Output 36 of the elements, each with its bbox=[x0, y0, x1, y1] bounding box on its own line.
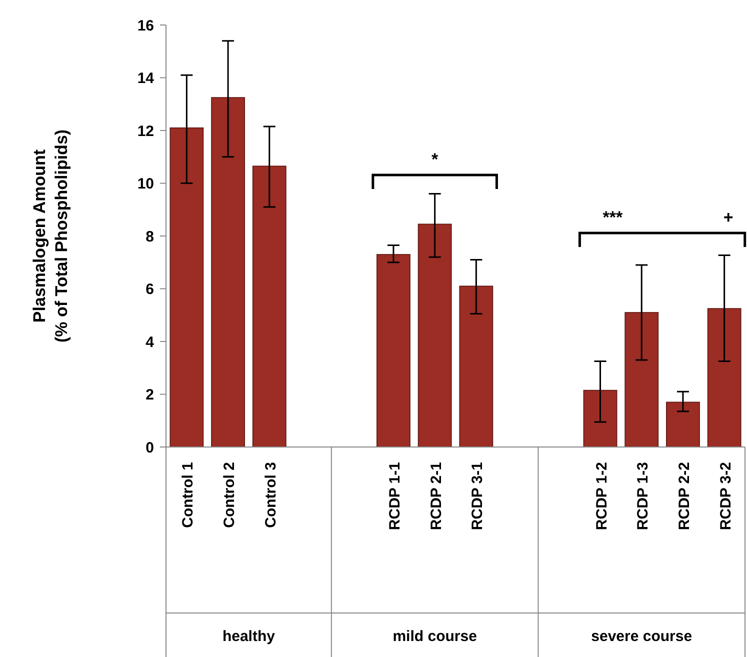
x-tick-label: RCDP 2-1 bbox=[428, 462, 445, 530]
y-tick-label: 6 bbox=[146, 281, 154, 298]
x-tick-label: RCDP 2-2 bbox=[676, 462, 693, 530]
y-tick-label: 8 bbox=[146, 228, 154, 246]
bar bbox=[666, 402, 700, 448]
x-tick-label: RCDP 3-2 bbox=[717, 462, 734, 530]
bar bbox=[170, 127, 204, 448]
bar bbox=[376, 254, 410, 448]
y-tick-label: 14 bbox=[137, 70, 155, 87]
y-tick-label: 12 bbox=[137, 122, 154, 140]
text: healthy bbox=[222, 628, 276, 645]
y-tick-label: 0 bbox=[146, 439, 154, 456]
y-tick-label: 10 bbox=[137, 176, 154, 192]
annotation: *** bbox=[602, 208, 624, 227]
bar bbox=[418, 224, 452, 448]
x-tick-label: Control 2 bbox=[221, 462, 238, 528]
bar bbox=[211, 97, 245, 448]
x-tick-label: RCDP 1-3 bbox=[634, 462, 652, 530]
x-tick-label: RCDP 1-2 bbox=[593, 462, 610, 530]
y-tick-label: 2 bbox=[146, 386, 154, 404]
x-tick-label: Control 3 bbox=[262, 462, 280, 528]
text: severe course bbox=[591, 628, 692, 645]
x-tick-label: Control 1 bbox=[180, 462, 197, 528]
y-axis-title: Plasmalogen Amount (% of Total Phospholipids) bbox=[30, 129, 71, 343]
y-tick-label: 16 bbox=[137, 17, 154, 34]
annotation: + bbox=[723, 208, 734, 227]
text: mild course bbox=[392, 628, 477, 645]
x-tick-label: RCDP 1-1 bbox=[386, 462, 404, 530]
annotation: * bbox=[432, 150, 439, 169]
y-tick-label: 4 bbox=[146, 334, 155, 351]
bar bbox=[252, 166, 286, 448]
bar bbox=[583, 390, 618, 448]
bar bbox=[624, 312, 659, 448]
bar bbox=[707, 308, 742, 448]
bar bbox=[459, 286, 494, 448]
x-tick-label: RCDP 3-1 bbox=[469, 462, 486, 530]
